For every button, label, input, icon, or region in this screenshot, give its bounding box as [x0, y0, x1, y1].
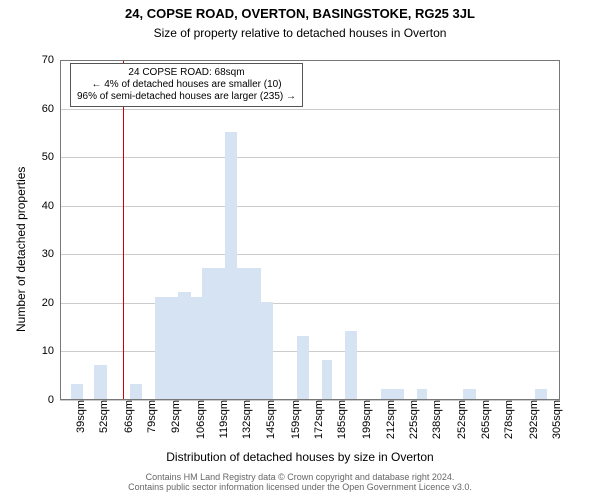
histogram-bar: [214, 268, 225, 400]
histogram-bar: [322, 360, 333, 400]
y-tick-label: 40: [42, 200, 60, 212]
x-tick-label: 52sqm: [94, 400, 110, 433]
gridline: [60, 60, 560, 61]
x-tick-label: 225sqm: [404, 400, 420, 439]
x-tick-label: 145sqm: [261, 400, 277, 439]
plot-area: 01020304050607039sqm52sqm66sqm79sqm92sqm…: [60, 60, 560, 400]
histogram-bar: [392, 389, 405, 400]
y-tick-label: 60: [42, 103, 60, 115]
x-tick-label: 159sqm: [286, 400, 302, 439]
histogram-bar: [130, 384, 143, 400]
histogram-bar: [178, 292, 191, 400]
histogram-bar: [94, 365, 107, 400]
histogram-bar: [237, 268, 250, 400]
histogram-bar: [166, 297, 179, 400]
x-tick-label: 79sqm: [142, 400, 158, 433]
reference-line: [123, 60, 124, 400]
annotation-line-1: 24 COPSE ROAD: 68sqm: [77, 67, 296, 79]
histogram-bar: [297, 336, 310, 400]
x-tick-label: 265sqm: [476, 400, 492, 439]
x-tick-label: 238sqm: [427, 400, 443, 439]
x-tick-label: 172sqm: [309, 400, 325, 439]
y-tick-label: 50: [42, 151, 60, 163]
histogram-bar: [417, 389, 428, 400]
histogram-bar: [535, 389, 548, 400]
footer-line-1: Contains HM Land Registry data © Crown c…: [0, 472, 600, 482]
y-axis-label: Number of detached properties: [14, 167, 28, 332]
x-tick-label: 119sqm: [214, 400, 230, 438]
y-tick-label: 10: [42, 345, 60, 357]
histogram-bar: [261, 302, 274, 400]
x-tick-label: 199sqm: [357, 400, 373, 439]
gridline: [60, 254, 560, 255]
histogram-bar: [250, 268, 261, 400]
x-tick-label: 39sqm: [71, 400, 87, 433]
x-tick-label: 66sqm: [119, 400, 135, 433]
x-axis-label: Distribution of detached houses by size …: [0, 450, 600, 464]
x-tick-label: 92sqm: [166, 400, 182, 433]
gridline: [60, 157, 560, 158]
y-tick-label: 0: [48, 394, 60, 406]
gridline: [60, 109, 560, 110]
gridline: [60, 351, 560, 352]
annotation-box: 24 COPSE ROAD: 68sqm← 4% of detached hou…: [70, 63, 303, 107]
x-tick-label: 305sqm: [547, 400, 563, 439]
y-tick-label: 70: [42, 54, 60, 66]
histogram-bar: [191, 297, 202, 400]
y-tick-label: 30: [42, 248, 60, 260]
x-tick-label: 132sqm: [237, 400, 253, 439]
x-tick-label: 106sqm: [191, 400, 207, 439]
histogram-bar: [71, 384, 84, 400]
annotation-line-2: ← 4% of detached houses are smaller (10): [77, 79, 296, 91]
x-tick-label: 185sqm: [332, 400, 348, 439]
histogram-bar: [155, 297, 166, 400]
y-tick-label: 20: [42, 297, 60, 309]
gridline: [60, 206, 560, 207]
footer-line-2: Contains public sector information licen…: [0, 482, 600, 492]
plot-border: [60, 60, 560, 400]
x-tick-label: 212sqm: [381, 400, 397, 439]
x-tick-label: 252sqm: [452, 400, 468, 439]
x-tick-label: 278sqm: [499, 400, 515, 439]
histogram-bar: [463, 389, 476, 400]
histogram-bar: [345, 331, 358, 400]
chart-title-1: 24, COPSE ROAD, OVERTON, BASINGSTOKE, RG…: [0, 6, 600, 21]
histogram-bar: [202, 268, 215, 400]
x-tick-label: 292sqm: [524, 400, 540, 439]
annotation-line-3: 96% of semi-detached houses are larger (…: [77, 91, 296, 103]
chart-title-2: Size of property relative to detached ho…: [0, 26, 600, 40]
histogram-bar: [225, 132, 238, 400]
chart-container: 24, COPSE ROAD, OVERTON, BASINGSTOKE, RG…: [0, 0, 600, 500]
chart-footer: Contains HM Land Registry data © Crown c…: [0, 472, 600, 492]
histogram-bar: [381, 389, 392, 400]
gridline: [60, 303, 560, 304]
